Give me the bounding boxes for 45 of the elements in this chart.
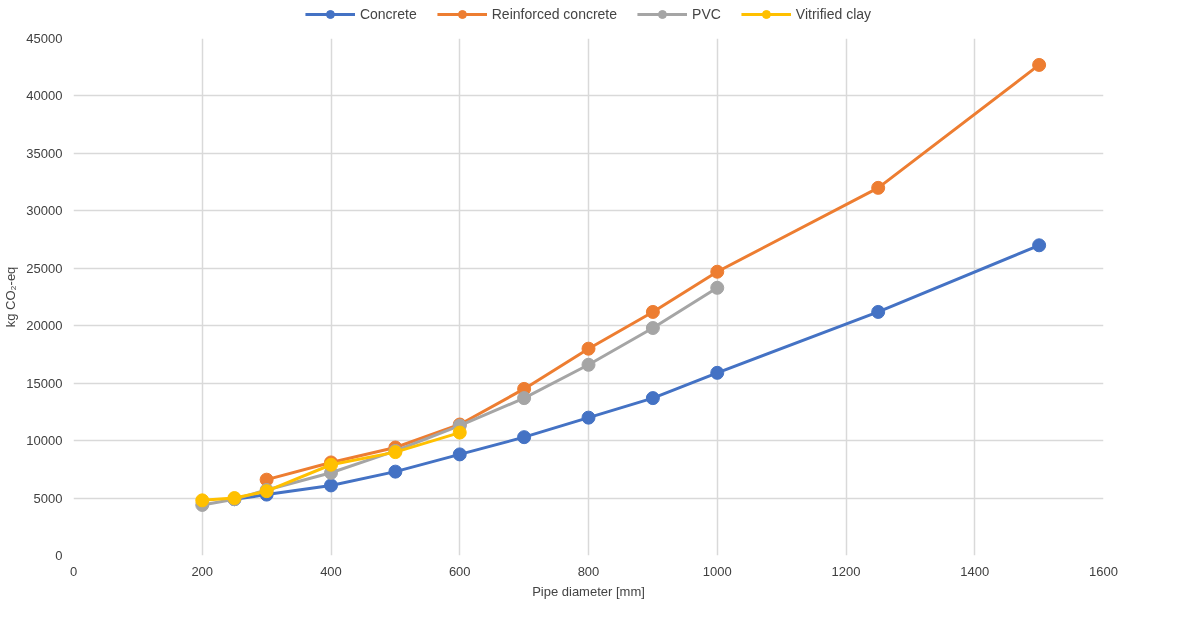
point <box>581 357 596 372</box>
x-tick-label: 800 <box>577 563 600 579</box>
point <box>581 341 596 356</box>
point <box>195 493 210 508</box>
point <box>324 478 338 493</box>
x-tick-label: 400 <box>320 563 342 579</box>
point <box>710 280 725 295</box>
x-tick-label: 0 <box>69 563 78 579</box>
point <box>452 425 467 440</box>
point <box>517 391 532 406</box>
x-tick-label: 1400 <box>960 563 990 579</box>
x-axis-title: Pipe diameter [mm] <box>532 583 645 599</box>
legend-label: Reinforced concrete <box>491 6 618 22</box>
point <box>710 365 725 380</box>
x-tick-label: 1600 <box>1089 563 1118 579</box>
point <box>871 304 886 319</box>
point <box>1032 57 1047 72</box>
x-tick-label: 600 <box>448 563 471 579</box>
y-tick-label: 15000 <box>26 375 63 391</box>
point <box>1032 238 1047 253</box>
x-tick-label: 200 <box>191 563 214 579</box>
point <box>581 410 596 425</box>
y-tick-label: 40000 <box>26 88 63 104</box>
point <box>452 447 467 462</box>
y-tick-label: 30000 <box>26 203 63 219</box>
y-tick-label: 20000 <box>26 318 63 334</box>
point <box>388 464 403 479</box>
legend-label: Vitrified clay <box>795 6 872 22</box>
y-tick-label: 35000 <box>26 145 63 161</box>
point <box>710 264 725 279</box>
point <box>871 180 886 195</box>
y-tick-label: 45000 <box>26 31 63 46</box>
point <box>645 321 660 336</box>
y-tick-label: 0 <box>55 548 63 563</box>
y-tick-label: 10000 <box>26 433 63 449</box>
y-tick-label: 25000 <box>26 260 63 276</box>
x-tick-label: 1200 <box>831 563 861 579</box>
legend-label: Concrete <box>359 6 417 22</box>
y-tick-label: 5000 <box>33 490 63 506</box>
point <box>645 391 660 406</box>
x-tick-label: 1000 <box>702 563 732 579</box>
point <box>517 430 532 445</box>
y-axis-title: kg CO₂-eq <box>3 266 19 328</box>
point <box>645 304 660 319</box>
legend-label: PVC <box>692 6 721 22</box>
